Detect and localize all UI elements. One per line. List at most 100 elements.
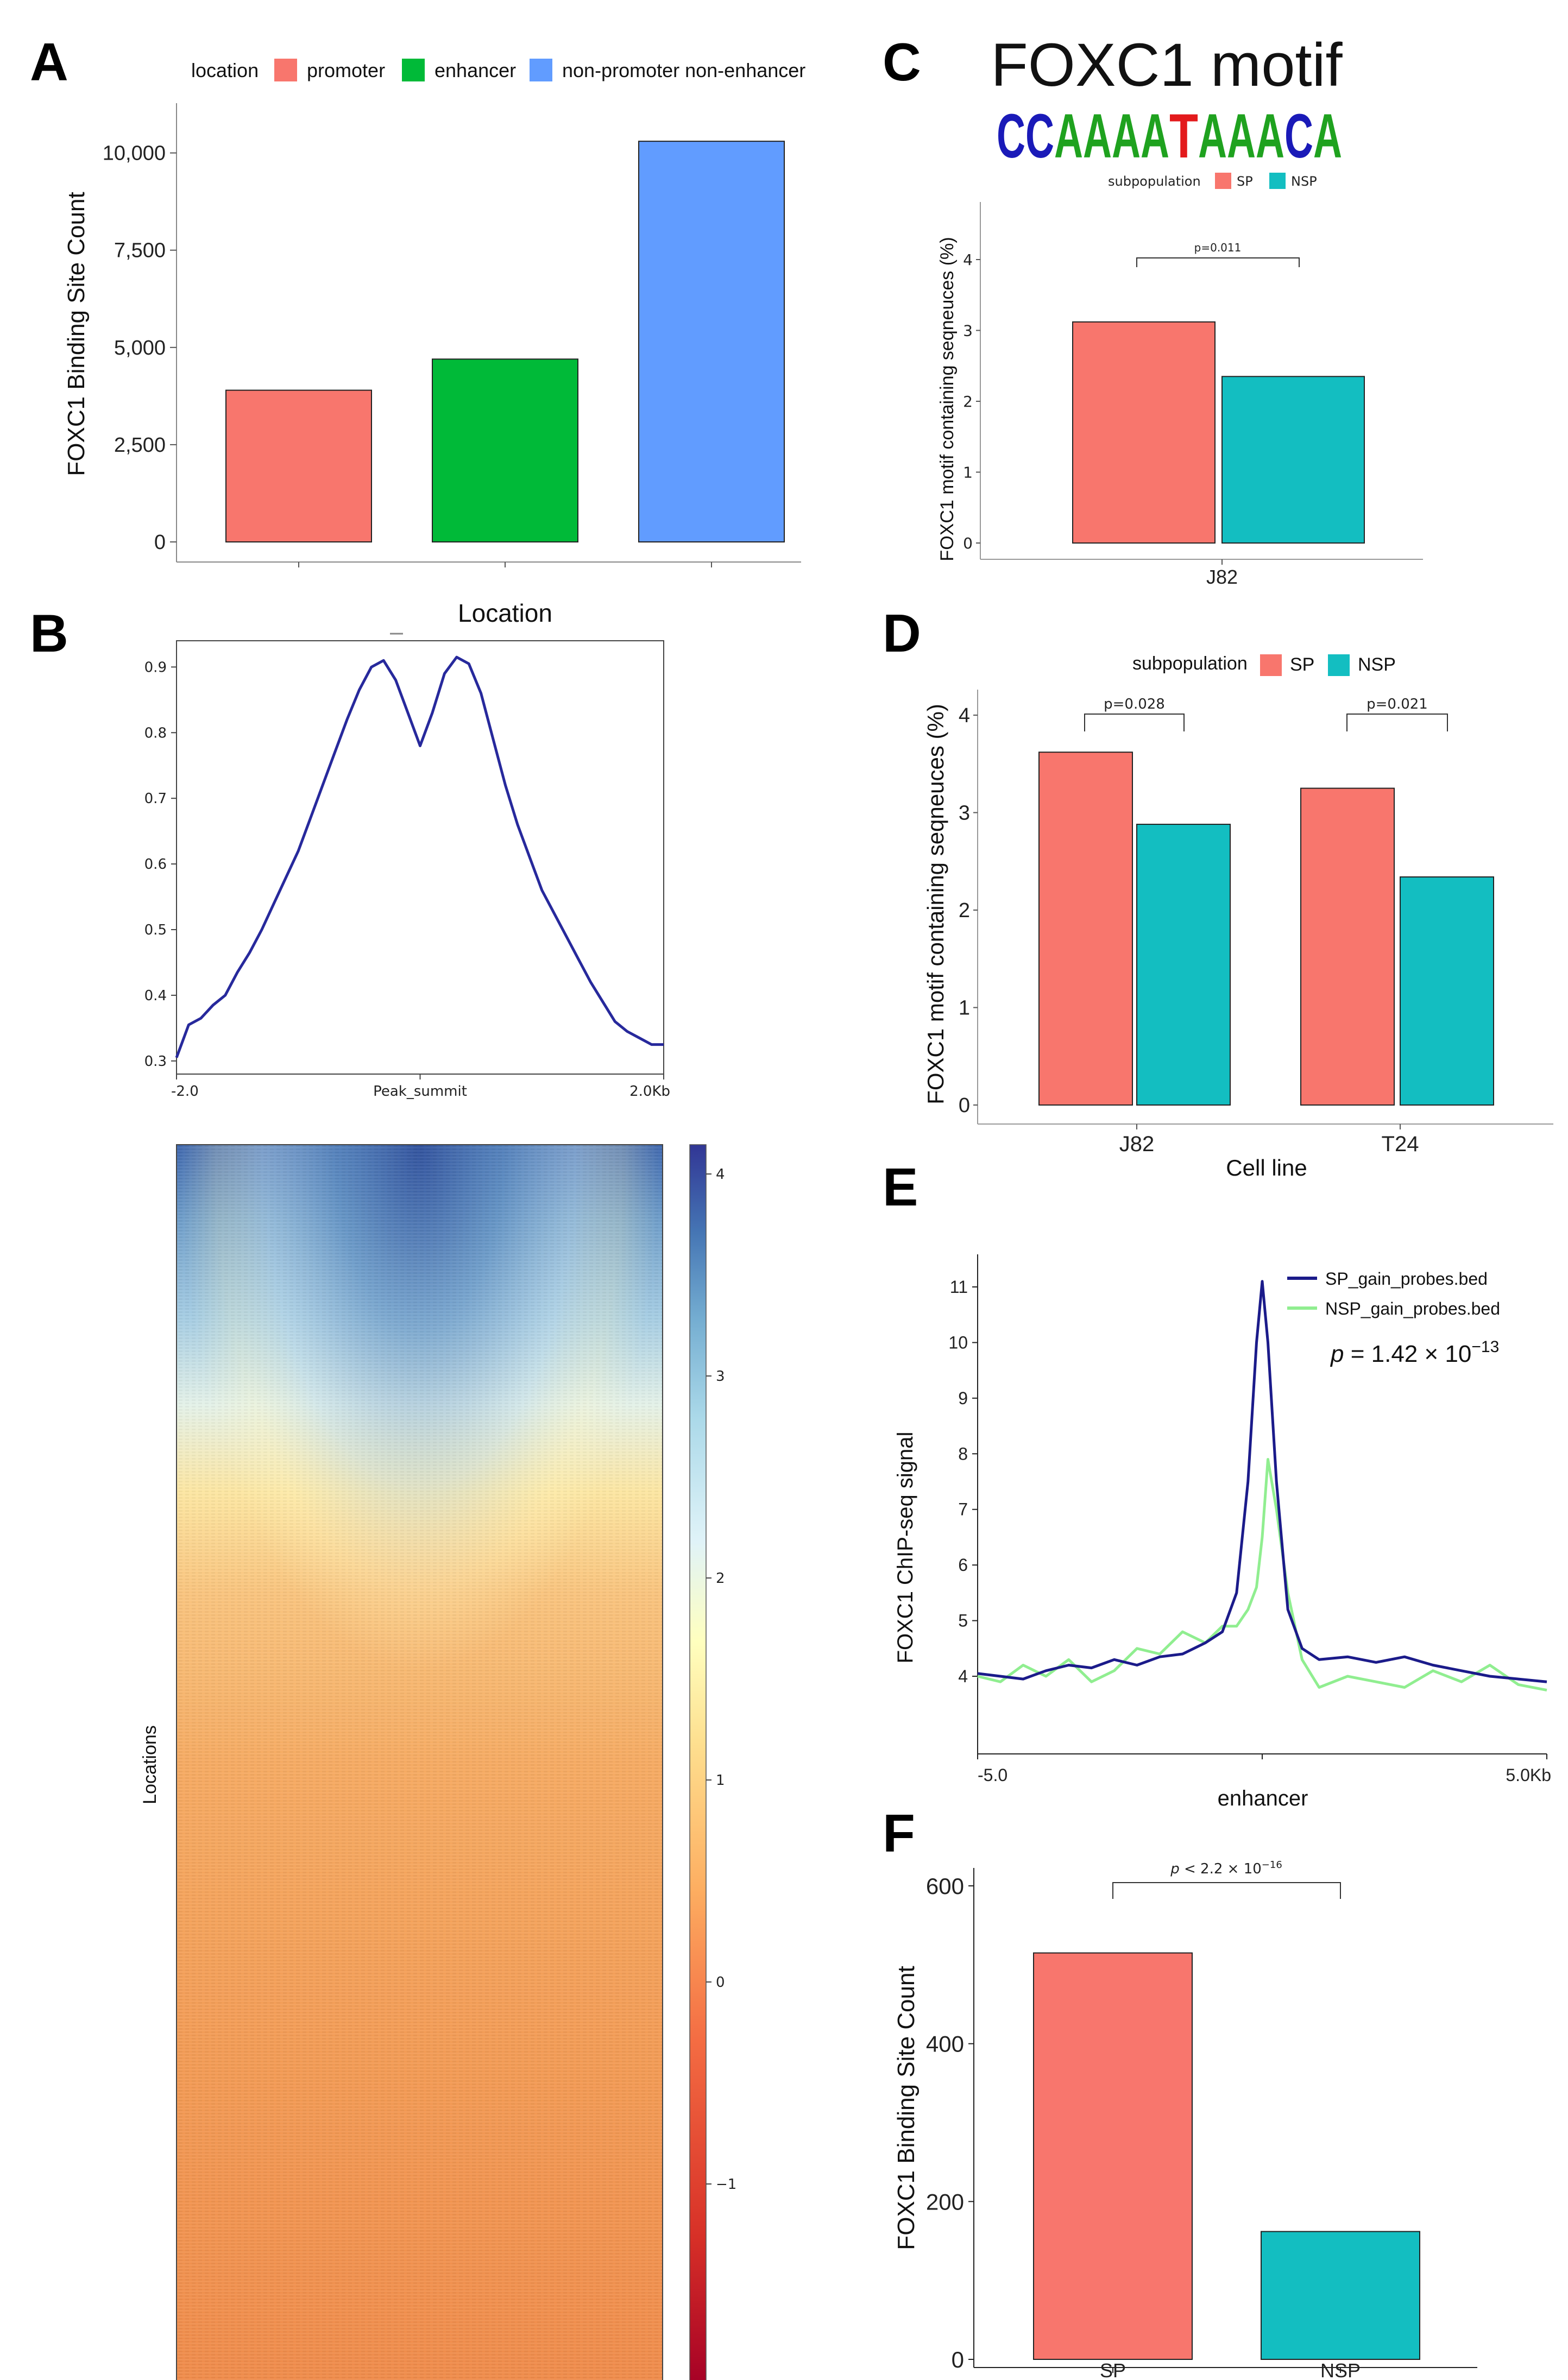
panel-f-plot-area: 0 200 400 600 SP NSP p < 2.2 × 10−16 [926,1859,1477,2380]
pvalue-exp: −13 [1471,1338,1499,1356]
y-tick-label: 7,500 [114,239,166,262]
motif-letter-c: C [1025,102,1054,171]
y-tick-label: 9 [958,1388,968,1408]
colorbar-tick-label: 2 [716,1570,725,1587]
y-tick-label: 4 [963,251,973,269]
motif-letter-a: A [1054,102,1083,171]
legend-label-sp: SP_gain_probes.bed [1325,1269,1488,1289]
legend-label-non-promoter: non-promoter non-enhancer [562,59,805,81]
panel-e-plot-area: 4 5 6 7 8 9 10 11 -5.0 5.0Kb [948,1254,1551,1785]
y-tick-label: 2 [963,393,973,411]
motif-letter-a: A [1227,102,1256,171]
y-tick-label: 0.9 [144,659,167,676]
x-tick-label: NSP [1320,2359,1361,2380]
y-tick-label: 7 [958,1500,968,1519]
x-tick-label: J82 [1119,1132,1155,1156]
profile-line [175,655,664,1058]
bar-sp [1038,752,1133,1106]
y-tick-label: 0.6 [144,856,167,873]
y-tick-label: 6 [958,1555,968,1575]
pvalue-p: p [1170,1861,1180,1877]
y-tick-label: 200 [926,2189,964,2214]
panel-a-plot-area: 0 2,500 5,000 7,500 10,000 [103,103,801,567]
x-tick-label: -2.0 [171,1083,199,1100]
pvalue-label: p < 2.2 × 10−16 [1170,1859,1282,1877]
x-tick-label: J82 [1206,566,1238,588]
panel-c-ylabel: FOXC1 motif containing seqneuces (%) [937,237,958,561]
legend-swatch-nsp [1328,654,1350,676]
panel-e-pvalue: p = 1.42 × 10−13 [1330,1338,1499,1367]
x-tick-label: 5.0Kb [1506,1765,1551,1785]
panel-d-xlabel: Cell line [1226,1155,1307,1180]
y-tick-label: 3 [959,802,970,825]
heatmap-ylabel: Locations [140,1725,160,1804]
panel-b-profile-plot: 0.3 0.4 0.5 0.6 0.7 0.8 0.9 -2.0 Peak_summit 2.0K… [144,640,670,1100]
legend-title: subpopulation [1132,653,1248,674]
pvalue-label: p=0.011 [1194,241,1242,254]
y-tick-label: 10,000 [103,142,166,165]
bar-nsp [1400,876,1494,1106]
legend-title: location [191,59,259,81]
colorbar-tick-label: 4 [716,1166,725,1183]
colorbar-tick-label: −2 [716,2378,736,2380]
legend-label-sp: SP [1290,654,1314,675]
panel-letter-f: F [883,1803,915,1863]
y-tick-label: 0.4 [144,988,167,1004]
panel-letter-b: B [30,603,68,663]
y-tick-label: 1 [959,997,970,1020]
colorbar-tick-label: 0 [716,1974,725,1991]
motif-letter-a: A [1313,102,1342,171]
motif-letter-c: C [1284,102,1313,171]
significance-bracket [1084,714,1185,731]
y-tick-label: 5 [958,1611,968,1631]
line-nsp [977,1458,1547,1692]
significance-bracket [1346,714,1448,731]
panel-a-bar-chart: location promoter enhancer non-promoter … [63,59,805,567]
bar-nsp [1136,824,1231,1106]
x-tick-label: T24 [1382,1132,1419,1156]
y-tick-label: 1 [963,464,973,482]
pvalue-exp: −16 [1262,1859,1282,1871]
legend-swatch-non-promoter [530,59,552,81]
legend-label-nsp: NSP_gain_probes.bed [1325,1299,1500,1318]
panel-f-ylabel: FOXC1 Binding Site Count [893,1966,920,2250]
motif-letter-a: A [1198,102,1227,171]
x-tick-label: Peak_summit [373,1083,467,1100]
legend-title: subpopulation [1108,174,1201,189]
y-tick-label: 5,000 [114,337,166,359]
bar-promoter [225,389,372,542]
y-tick-label: 3 [963,322,973,340]
legend-label-promoter: promoter [307,59,385,81]
pvalue-label: p=0.028 [1104,696,1165,712]
x-tick-label: SP [1100,2359,1126,2380]
panel-e-xlabel: enhancer [1218,1786,1308,1810]
colorbar-ticks: 4 3 2 1 0 −1 −2 [706,1166,736,2380]
panel-f: FOXC1 Binding Site Count 0 200 400 600 SP NSP… [893,1859,1477,2380]
panel-letter-e: E [883,1157,918,1217]
y-tick-label: 2,500 [114,434,166,457]
bar-nsp [1261,2231,1420,2360]
heatmap-frame [176,1144,663,2380]
pvalue-text: = 1.42 × 10 [1344,1341,1471,1367]
panel-a-legend: location promoter enhancer non-promoter … [191,59,805,81]
y-tick-label: 0 [154,531,166,554]
bar-non-promoter [638,141,785,542]
motif-title: FOXC1 motif [991,31,1343,99]
motif-letter-a: A [1256,102,1284,171]
panel-letter-d: D [883,603,921,663]
y-tick-label: 0.3 [144,1053,167,1070]
colorbar-tick-label: 1 [716,1772,725,1789]
y-tick-label: 0.5 [144,922,167,938]
legend-swatch-sp [1260,654,1282,676]
line-sp [977,1280,1547,1683]
legend-label-enhancer: enhancer [434,59,516,81]
motif-letter-a: A [1141,102,1169,171]
pvalue-p: p [1330,1341,1344,1367]
panel-e: FOXC1 ChIP-seq signal enhancer 4 5 6 7 8 9 10 1… [893,1254,1551,1810]
y-tick-label: 0.8 [144,725,167,741]
y-tick-label: 10 [948,1333,968,1352]
y-tick-label: 0 [959,1094,970,1117]
